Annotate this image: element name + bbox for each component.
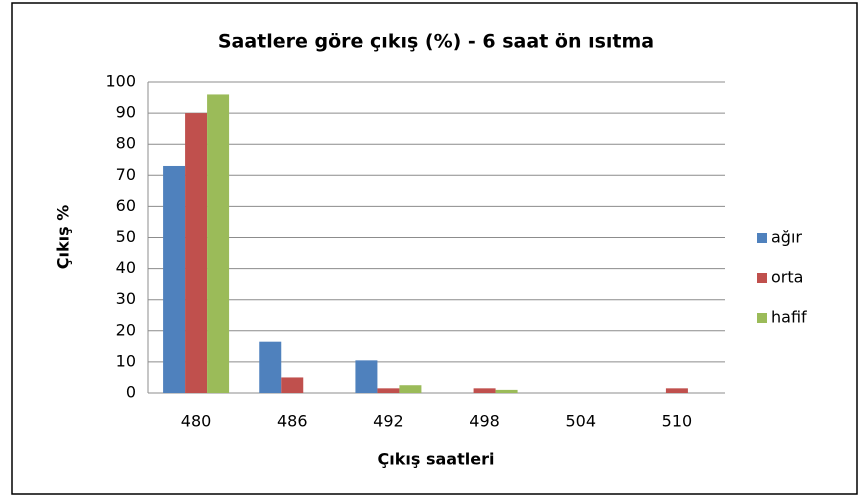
legend-label: hafif bbox=[771, 308, 807, 327]
y-tick-label: 50 bbox=[116, 227, 136, 246]
x-tick-label: 498 bbox=[469, 412, 500, 431]
y-tick-label: 90 bbox=[116, 103, 136, 122]
x-tick-label: 480 bbox=[181, 412, 212, 431]
bar bbox=[473, 388, 496, 393]
y-tick-label: 0 bbox=[126, 383, 136, 402]
y-tick-label: 60 bbox=[116, 196, 136, 215]
chart-border bbox=[11, 2, 858, 495]
bar bbox=[355, 360, 378, 393]
y-tick-label: 10 bbox=[116, 351, 136, 370]
bar bbox=[281, 377, 304, 393]
y-tick-label: 80 bbox=[116, 134, 136, 153]
y-tick-label: 100 bbox=[105, 72, 136, 91]
y-tick-label: 70 bbox=[116, 165, 136, 184]
x-tick-label: 492 bbox=[373, 412, 404, 431]
y-tick-label: 40 bbox=[116, 258, 136, 277]
bar bbox=[377, 388, 400, 393]
bar bbox=[399, 385, 422, 393]
x-tick-label: 510 bbox=[662, 412, 693, 431]
bar bbox=[185, 113, 208, 393]
bar bbox=[665, 388, 688, 393]
x-tick-label: 504 bbox=[565, 412, 596, 431]
y-tick-label: 30 bbox=[116, 289, 136, 308]
legend-label: ağır bbox=[771, 228, 802, 247]
legend-swatch bbox=[757, 313, 767, 323]
x-tick-label: 486 bbox=[277, 412, 308, 431]
bar bbox=[207, 94, 230, 393]
x-axis-label: Çıkış saatleri bbox=[378, 450, 495, 469]
legend-swatch bbox=[757, 273, 767, 283]
bar bbox=[163, 165, 186, 393]
y-tick-label: 20 bbox=[116, 320, 136, 339]
bar bbox=[495, 389, 518, 393]
legend-label: orta bbox=[771, 268, 803, 287]
legend-swatch bbox=[757, 233, 767, 243]
chart-title: Saatlere göre çıkış (%) - 6 saat ön ısıt… bbox=[218, 31, 654, 53]
bar bbox=[259, 341, 282, 393]
y-axis-label: Çıkış % bbox=[54, 205, 73, 269]
